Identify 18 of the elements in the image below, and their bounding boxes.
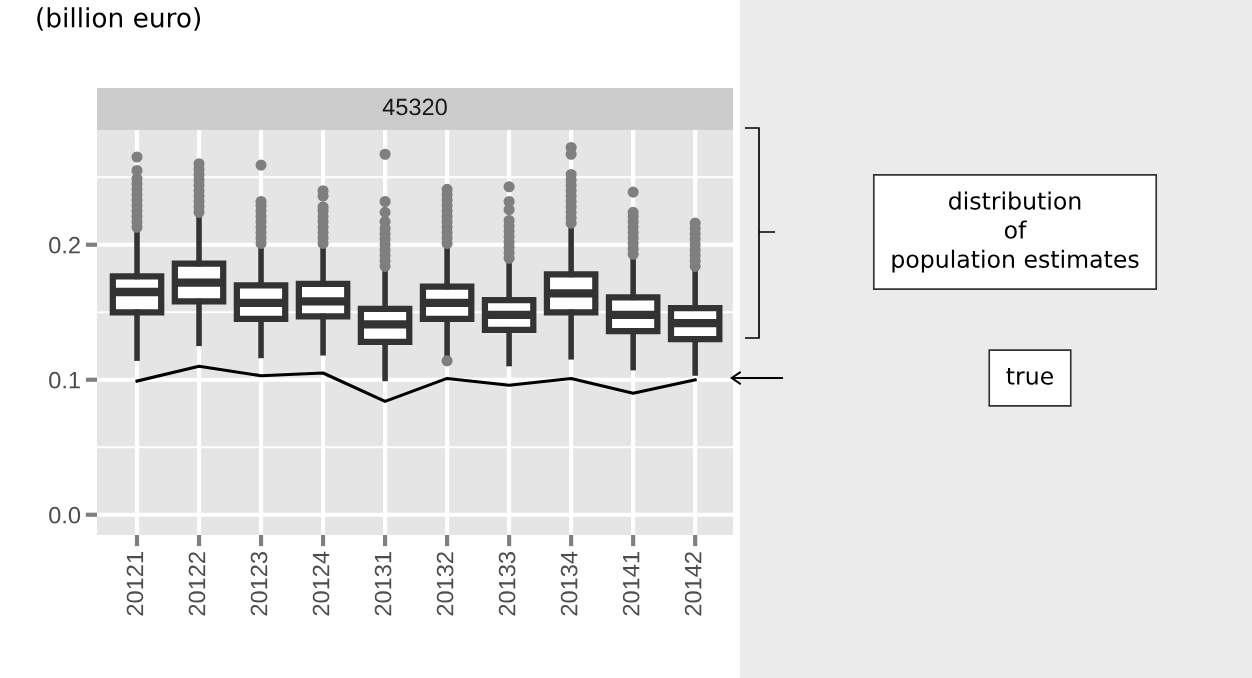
x-tick-label: 20123 [250,552,268,616]
x-tick-label: 20122 [188,552,206,616]
x-tick-label: 20141 [622,552,640,616]
line-series [135,364,697,403]
x-tick-label: 20133 [498,552,516,616]
x-tick-label: 20131 [374,552,392,616]
x-tick-label: 20142 [684,552,702,616]
text: distribution of population estimates [892,191,1139,273]
y-axis-title: (billion euro) [37,7,201,31]
text: true [1006,367,1053,385]
y-tick-label: 0.0 [49,506,81,524]
y-tick-label: 0.1 [49,371,80,389]
x-tick-label: 20134 [560,551,578,616]
y-tick-label: 0.2 [49,236,80,254]
chart-title: 45320 [382,98,447,116]
x-tick-label: 20132 [436,552,454,616]
x-tick-label: 20121 [126,552,144,616]
x-tick-label: 20124 [312,551,330,616]
